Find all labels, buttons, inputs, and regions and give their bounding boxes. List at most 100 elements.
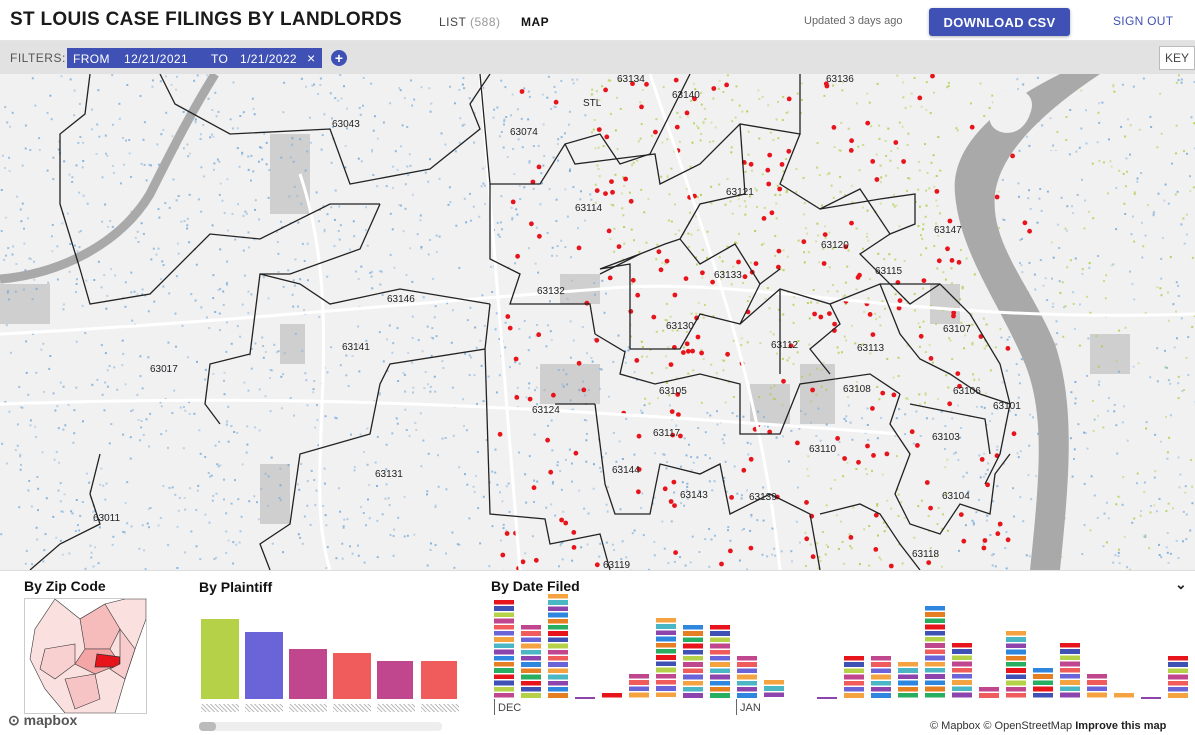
date-bar-24[interactable] bbox=[1141, 697, 1161, 699]
plaintiff-label-6 bbox=[421, 704, 459, 712]
filters-label: FILTERS: bbox=[10, 51, 66, 65]
date-bar-2[interactable] bbox=[521, 624, 541, 699]
to-label: TO bbox=[211, 52, 229, 66]
zip-label-63115: 63115 bbox=[875, 266, 903, 277]
date-bar-16[interactable] bbox=[925, 606, 945, 699]
zip-label-63074: 63074 bbox=[510, 127, 538, 138]
highways bbox=[0, 74, 1195, 570]
zip-label-63132: 63132 bbox=[537, 286, 565, 297]
collapse-chevron-icon[interactable]: ⌄ bbox=[1175, 576, 1187, 592]
mapbox-logo[interactable]: ⊙ mapbox bbox=[8, 712, 78, 728]
zip-label-63017: 63017 bbox=[150, 364, 178, 375]
date-filter-chip[interactable]: FROM 12/21/2021 TO 1/21/2022 × bbox=[67, 48, 322, 68]
zip-label-63113: 63113 bbox=[857, 343, 885, 354]
zip-label-63130: 63130 bbox=[666, 321, 694, 332]
date-bar-19[interactable] bbox=[1006, 630, 1026, 699]
zip-code-labels: 63134 63140 63136 63043 63074 STL 63114 63121 63… bbox=[93, 74, 1021, 570]
date-bar-6[interactable] bbox=[629, 674, 649, 699]
plaintiff-scroll-thumb[interactable] bbox=[199, 722, 216, 731]
nav-map-tab[interactable]: MAP bbox=[521, 15, 550, 29]
plaintiff-bar-3[interactable] bbox=[289, 649, 327, 699]
zip-label-63147: 63147 bbox=[934, 225, 962, 236]
jan-tick bbox=[736, 699, 737, 715]
download-csv-button[interactable]: DOWNLOAD CSV bbox=[929, 8, 1070, 36]
app-title: ST LOUIS CASE FILINGS BY LANDLORDS bbox=[10, 9, 402, 30]
attribution-osm[interactable]: © OpenStreetMap bbox=[983, 720, 1073, 732]
zip-label-63141: 63141 bbox=[342, 342, 370, 353]
nav-list-tab[interactable]: LIST (588) bbox=[439, 15, 500, 29]
zip-label-63106: 63106 bbox=[953, 386, 981, 397]
mississippi-river bbox=[954, 74, 1100, 570]
plaintiff-label-5 bbox=[377, 704, 415, 712]
zip-label-63124: 63124 bbox=[532, 405, 560, 416]
improve-map-link[interactable]: Improve this map bbox=[1075, 720, 1167, 732]
mapbox-logo-text: mapbox bbox=[23, 712, 78, 728]
zip-label-63143: 63143 bbox=[680, 490, 708, 501]
zip-label-63131: 63131 bbox=[375, 469, 403, 480]
date-bar-13[interactable] bbox=[844, 655, 864, 699]
date-bar-9[interactable] bbox=[710, 624, 730, 699]
sign-out-link[interactable]: SIGN OUT bbox=[1113, 14, 1174, 28]
add-filter-icon[interactable]: + bbox=[331, 50, 347, 66]
zip-label-63119: 63119 bbox=[603, 560, 631, 570]
key-button[interactable]: KEY bbox=[1159, 46, 1195, 70]
plaintiff-bar-6[interactable] bbox=[421, 661, 457, 699]
zip-code-minimap[interactable] bbox=[24, 598, 147, 714]
date-bar-17[interactable] bbox=[952, 643, 972, 699]
plaintiff-label-2 bbox=[245, 704, 283, 712]
plaintiff-bar-1[interactable] bbox=[201, 619, 239, 699]
updated-status: Updated 3 days ago bbox=[804, 15, 903, 27]
zip-label-63118: 63118 bbox=[912, 549, 940, 560]
from-label: FROM bbox=[73, 52, 110, 66]
by-zip-title: By Zip Code bbox=[24, 578, 106, 594]
date-bar-22[interactable] bbox=[1087, 674, 1107, 699]
plaintiff-label-1 bbox=[201, 704, 239, 712]
plaintiff-bar-4[interactable] bbox=[333, 653, 371, 699]
remove-filter-icon[interactable]: × bbox=[307, 50, 316, 66]
zip-boundaries bbox=[29, 74, 1011, 570]
date-bar-11[interactable] bbox=[764, 680, 784, 699]
plaintiff-scrollbar[interactable] bbox=[199, 722, 442, 731]
date-bar-5[interactable] bbox=[602, 692, 622, 699]
date-bar-18[interactable] bbox=[979, 686, 999, 699]
zip-label-63134: 63134 bbox=[617, 74, 645, 85]
zip-label-63140: 63140 bbox=[672, 90, 700, 101]
date-bar-1[interactable] bbox=[494, 599, 514, 699]
zip-label-63108: 63108 bbox=[843, 384, 871, 395]
zip-label-63101: 63101 bbox=[993, 401, 1021, 412]
date-bar-25[interactable] bbox=[1168, 655, 1188, 699]
date-bar-12[interactable] bbox=[817, 697, 837, 699]
date-bar-8[interactable] bbox=[683, 624, 703, 699]
zip-label-63120: 63120 bbox=[821, 240, 849, 251]
zip-label-63112: 63112 bbox=[771, 340, 799, 351]
top-bar: ST LOUIS CASE FILINGS BY LANDLORDS LIST … bbox=[0, 0, 1195, 41]
bottom-panel: By Zip Code By Plaintiff By Date Filed ⌄… bbox=[0, 570, 1195, 735]
date-bar-21[interactable] bbox=[1060, 643, 1080, 699]
map-svg: 63134 63140 63136 63043 63074 STL 63114 63121 63… bbox=[0, 74, 1195, 570]
zip-label-63139: 63139 bbox=[749, 492, 777, 503]
date-bar-23[interactable] bbox=[1114, 692, 1134, 699]
zip-label-STL: STL bbox=[583, 98, 602, 109]
date-bar-14[interactable] bbox=[871, 655, 891, 699]
date-bar-15[interactable] bbox=[898, 661, 918, 699]
zip-minimap-svg bbox=[25, 598, 147, 714]
date-bar-4[interactable] bbox=[575, 697, 595, 699]
dec-axis-label: DEC bbox=[498, 702, 522, 714]
attribution-mapbox[interactable]: © Mapbox bbox=[930, 720, 981, 732]
date-bar-20[interactable] bbox=[1033, 668, 1053, 699]
map-attribution: © Mapbox © OpenStreetMap Improve this ma… bbox=[930, 720, 1166, 732]
plaintiff-bar-5[interactable] bbox=[377, 661, 413, 699]
date-bar-7[interactable] bbox=[656, 618, 676, 699]
jan-axis-label: JAN bbox=[740, 702, 761, 714]
plaintiff-label-3 bbox=[289, 704, 327, 712]
by-date-title: By Date Filed bbox=[491, 578, 580, 594]
to-date: 1/21/2022 bbox=[240, 52, 297, 66]
plaintiff-bar-2[interactable] bbox=[245, 632, 283, 699]
zip-label-63104: 63104 bbox=[942, 491, 970, 502]
nav-list-count: (588) bbox=[469, 15, 501, 29]
date-bar-10[interactable] bbox=[737, 655, 757, 699]
date-bar-3[interactable] bbox=[548, 593, 568, 699]
filter-bar: FILTERS: FROM 12/21/2021 TO 1/21/2022 × … bbox=[0, 41, 1195, 74]
map-canvas[interactable]: 63134 63140 63136 63043 63074 STL 63114 63121 63… bbox=[0, 74, 1195, 570]
by-plaintiff-title: By Plaintiff bbox=[199, 579, 273, 595]
